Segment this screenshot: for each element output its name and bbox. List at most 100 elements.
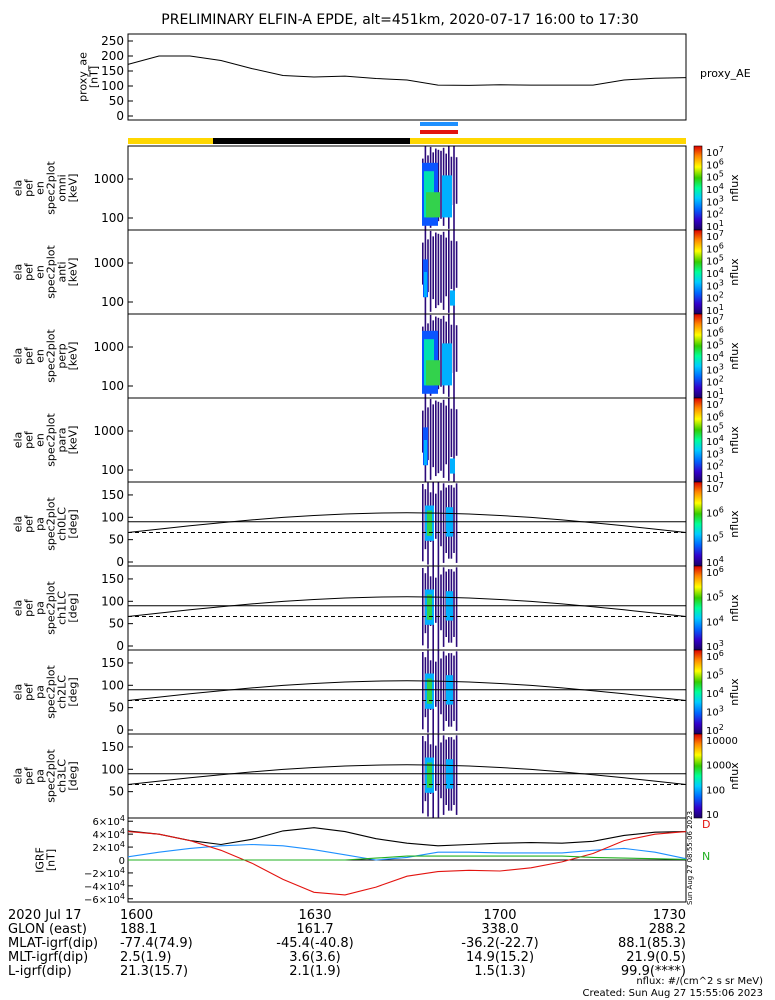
spectrogram-omni-strip (440, 150, 442, 219)
pitch-angle-ch3LC-core2 (427, 762, 432, 788)
pitch-angle-ch3LC-strip (435, 745, 437, 791)
pitch-angle-ch2LC-strip (422, 651, 424, 730)
colorbar-ch3LC-tick-label: 100 (706, 785, 725, 796)
spectrogram-para-strip (435, 400, 437, 477)
colorbar-para-tick-label: 105 (706, 422, 724, 436)
igrf-legend-n: N (702, 850, 710, 863)
spectrogram-anti-strip (429, 230, 432, 312)
colorbar-anti-tick-label: 101 (706, 303, 724, 317)
pa-tick-label: 50 (109, 617, 124, 631)
pitch-angle-ch3LC-strip (440, 742, 442, 799)
colorbar-para-unit-text: nflux (728, 426, 741, 454)
footer-row-2-value: 21.9(0.5) (626, 950, 686, 965)
colorbar-ch1LC-tick-label: 105 (706, 590, 724, 604)
colorbar-para-tick-label: 107 (706, 397, 724, 411)
pitch-angle-ch2LC-strip (442, 651, 445, 731)
loss-cone-line-ch0LC (127, 512, 687, 533)
spectrogram-frame-para (127, 397, 687, 483)
pitch-angle-ch1LC-strip (440, 574, 442, 631)
spectrogram-ylabel-para-line: ela (12, 432, 25, 449)
spectrogram-anti-strip (450, 240, 453, 289)
igrf-series-blue (127, 843, 687, 861)
footer-row-2-value: 14.9(15.2) (465, 950, 535, 965)
colorbar-ch2LC-tick-label: 105 (706, 668, 724, 682)
pitch-angle-ch1LC-strip (453, 571, 455, 637)
igrf-tick-label: −6×104 (84, 892, 125, 906)
spectrogram-omni-strip (455, 157, 458, 204)
colorbar-ch2LC-bar (693, 649, 703, 735)
footer-row-2-value: 3.6(3.6) (289, 950, 341, 965)
spec-tick-label: 100 (101, 463, 124, 477)
pitch-angle-ch3LC-strip (437, 734, 440, 818)
spectrogram-para-strip (437, 401, 440, 474)
spectrogram-ylabel-anti-line: anti (56, 261, 69, 282)
pitch-angle-ch2LC-strip (435, 661, 437, 707)
spec-tick-label: 1000 (93, 424, 124, 438)
igrf-tick-label: 0 (119, 856, 125, 867)
footer-row-1-label: MLAT-igrf(dip) (8, 936, 99, 951)
pitch-angle-ch0LC-strip (422, 483, 424, 562)
shadow-bar (213, 138, 410, 144)
colorbar-anti-unit-text: nflux (728, 258, 741, 286)
spectrogram-ylabel-omni-line: [keV] (67, 174, 80, 203)
pitch-angle-ch2LC (420, 650, 458, 734)
footer-row-0-label: GLON (east) (8, 922, 87, 937)
spectrogram-ylabel-perp-line: ela (12, 348, 25, 365)
colorbar-anti-unit: nflux (728, 258, 741, 286)
ae-tick-label: 100 (101, 79, 124, 93)
spectrogram-para-core3 (450, 458, 455, 474)
spectrogram-anti-strip (440, 234, 442, 303)
ae-tick-label: 200 (101, 49, 124, 63)
colorbar-omni-bar (693, 145, 703, 231)
pitch-angle-ch2LC-strip (440, 658, 442, 715)
igrf-tick-label: 2×104 (92, 840, 125, 854)
pitch-angle-ylabel-ch1LC-line: spec2plot (45, 581, 58, 635)
pitch-angle-ylabel-ch1LC-line: pef (23, 598, 36, 617)
spectrogram-para-strip (429, 398, 432, 480)
colorbar-anti-tick-label: 102 (706, 291, 724, 305)
footer-time-row-value: 1600 (120, 908, 154, 923)
spectrogram-omni-core3 (426, 192, 440, 218)
spectrogram-ylabel-para-line: para (56, 428, 69, 453)
colorbar-ch2LC-unit: nflux (728, 678, 741, 706)
colorbar-ch0LC-unit-text: nflux (728, 510, 741, 538)
pa-tick-label: 150 (101, 656, 124, 670)
pitch-angle-ch0LC-strip (437, 482, 440, 566)
spectrogram-ylabel-anti-line: spec2plot (45, 245, 58, 299)
spectrogram-perp-strip (437, 317, 440, 390)
spectrogram-omni-strip (437, 149, 440, 222)
footer-row-2-value: 2.5(1.9) (120, 950, 172, 965)
spectrogram-anti-strip (442, 231, 445, 310)
pitch-angle-ch0LC-strip (440, 490, 442, 547)
colorbar-perp-tick-label: 101 (706, 387, 724, 401)
pitch-angle-ch1LC-strip (435, 577, 437, 623)
proxy-ae-ylabel: proxy_ae[nT] (77, 52, 101, 102)
pitch-angle-ylabel-ch0LC-line: spec2plot (45, 497, 58, 551)
spectrogram-ylabel-para-line: [keV] (67, 426, 80, 455)
footer-row-0-value: 288.2 (648, 922, 686, 937)
colorbar-omni-tick-label: 106 (706, 157, 724, 171)
pitch-angle-ch2LC-strip (437, 650, 440, 734)
spec-tick-label: 100 (101, 295, 124, 309)
igrf-series-red (127, 831, 687, 896)
pa-tick-label: 0 (116, 723, 124, 737)
colorbar-ch1LC-bar (693, 565, 703, 651)
pitch-angle-ylabel-ch3LC-line: pa (34, 769, 47, 783)
colorbar-perp-tick-label: 104 (706, 350, 724, 364)
proxy-ae-ylabel-line: [nT] (88, 66, 101, 88)
spectrogram-frame-perp (127, 313, 687, 399)
pitch-angle-ylabel-ch1LC-line: ela (12, 600, 25, 617)
spectrogram-anti-strip (448, 230, 450, 313)
footer-time-row-value: 1700 (483, 908, 517, 923)
igrf-series-green (128, 855, 687, 861)
colorbar-ch0LC-tick-label: 106 (706, 506, 724, 520)
flux-unit-note: nflux: #/(cm^2 s sr MeV) (636, 976, 763, 987)
pitch-angle-ch0LC (420, 482, 458, 566)
spectrogram-ylabel-omni-line: spec2plot (45, 161, 58, 215)
colorbar-para-unit: nflux (728, 426, 741, 454)
colorbar-ch0LC-tick-label: 105 (706, 530, 724, 544)
pitch-angle-ch3LC-strip (422, 735, 424, 814)
pitch-angle-ch1LC-strip (442, 567, 445, 647)
